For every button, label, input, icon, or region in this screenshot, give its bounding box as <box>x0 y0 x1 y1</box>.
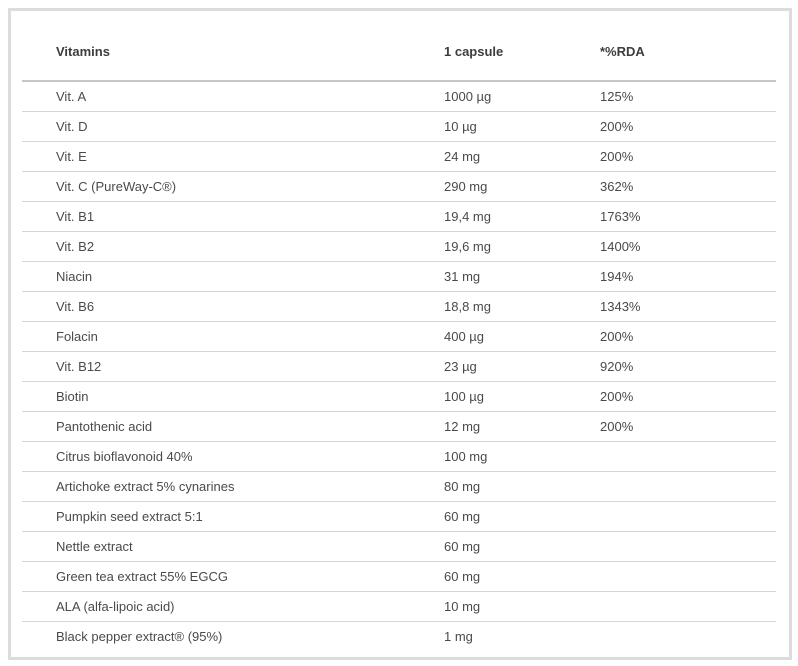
cell-amount: 31 mg <box>444 261 600 292</box>
cell-amount: 1 mg <box>444 629 473 644</box>
cell-amount: 100 µg <box>444 381 600 412</box>
table-row: Niacin 31 mg 194% <box>22 261 776 292</box>
cell-nutrient: Citrus bioflavonoid 40% <box>22 441 444 472</box>
cell-nutrient: Vit. B1 <box>22 201 444 232</box>
cell-amount: 19,4 mg <box>444 201 600 232</box>
header-amount: 1 capsule <box>444 22 600 82</box>
cell-rda <box>600 471 776 502</box>
table-row: Vit. B1 19,4 mg 1763% <box>22 201 776 232</box>
cell-rda: 200% <box>600 141 776 172</box>
cell-nutrient: Biotin <box>22 381 444 412</box>
table-row: Vit. C (PureWay-C®) 290 mg 362% <box>22 171 776 202</box>
table-row: Pumpkin seed extract 5:1 60 mg <box>22 501 776 532</box>
cell-amount: 1000 µg <box>444 81 600 112</box>
cell-rda: 200% <box>600 111 776 142</box>
table-body: Vit. A 1000 µg 125% Vit. D 10 µg 200% Vit. E 24… <box>22 81 776 651</box>
cell-amount: 23 µg <box>444 351 600 382</box>
table-row: Artichoke extract 5% cynarines 80 mg <box>22 471 776 502</box>
cell-rda <box>600 622 776 652</box>
cell-nutrient: ALA (alfa-lipoic acid) <box>22 591 444 622</box>
cell-rda: 1763% <box>600 201 776 232</box>
cell-rda: 194% <box>600 261 776 292</box>
table-header: Vitamins 1 capsule *%RDA <box>22 22 776 82</box>
table-row: Vit. B6 18,8 mg 1343% <box>22 291 776 322</box>
header-rda: *%RDA <box>600 22 776 82</box>
cell-amount: 80 mg <box>444 471 600 502</box>
table-row: Green tea extract 55% EGCG 60 mg <box>22 561 776 592</box>
table-row: ALA (alfa-lipoic acid) 10 mg <box>22 591 776 622</box>
table-row: Vit. A 1000 µg 125% <box>22 81 776 112</box>
cell-nutrient: Niacin <box>22 261 444 292</box>
table-row: Vit. B12 23 µg 920% <box>22 351 776 382</box>
cell-nutrient: Vit. A <box>22 81 444 112</box>
cell-rda: 200% <box>600 321 776 352</box>
cell-nutrient: Pantothenic acid <box>22 411 444 442</box>
cell-rda <box>600 501 776 532</box>
cell-nutrient: Vit. B12 <box>22 351 444 382</box>
table-row: Folacin 400 µg 200% <box>22 321 776 352</box>
table-row: Black pepper extract® (95%) 1 mg <box>22 622 776 652</box>
header-vitamins: Vitamins <box>22 22 444 82</box>
table-row: Pantothenic acid 12 mg 200% <box>22 411 776 442</box>
cell-nutrient: Nettle extract <box>22 531 444 562</box>
nutrition-table: Vitamins 1 capsule *%RDA Vit. A 1000 µg 12… <box>22 22 776 651</box>
cell-nutrient: Vit. D <box>22 111 444 142</box>
cell-nutrient: Black pepper extract® (95%) <box>56 629 223 644</box>
cell-nutrient: Vit. B6 <box>22 291 444 322</box>
cell-nutrient: Vit. E <box>22 141 444 172</box>
cell-nutrient: Pumpkin seed extract 5:1 <box>22 501 444 532</box>
cell-rda: 362% <box>600 171 776 202</box>
table-frame: Vitamins 1 capsule *%RDA Vit. A 1000 µg 12… <box>8 8 792 660</box>
cell-rda <box>600 561 776 592</box>
cell-amount: 400 µg <box>444 321 600 352</box>
table-row: Vit. E 24 mg 200% <box>22 141 776 172</box>
cell-amount: 60 mg <box>444 501 600 532</box>
cell-nutrient: Vit. B2 <box>22 231 444 262</box>
cell-rda <box>600 591 776 622</box>
cell-rda: 200% <box>600 411 776 442</box>
cell-rda <box>600 441 776 472</box>
cell-amount: 24 mg <box>444 141 600 172</box>
cell-amount: 290 mg <box>444 171 600 202</box>
cell-nutrient: Artichoke extract 5% cynarines <box>22 471 444 502</box>
cell-amount: 60 mg <box>444 561 600 592</box>
table-row: Citrus bioflavonoid 40% 100 mg <box>22 441 776 472</box>
table-row: Vit. B2 19,6 mg 1400% <box>22 231 776 262</box>
cell-rda: 125% <box>600 81 776 112</box>
cell-amount: 60 mg <box>444 531 600 562</box>
header-row: Vitamins 1 capsule *%RDA <box>22 22 776 82</box>
cell-nutrient: Green tea extract 55% EGCG <box>22 561 444 592</box>
cell-amount: 12 mg <box>444 411 600 442</box>
cell-rda: 1343% <box>600 291 776 322</box>
table-row: Biotin 100 µg 200% <box>22 381 776 412</box>
table-row: Nettle extract 60 mg <box>22 531 776 562</box>
cell-amount: 10 mg <box>444 591 600 622</box>
cell-rda: 920% <box>600 351 776 382</box>
cell-nutrient: Vit. C (PureWay-C®) <box>22 171 444 202</box>
cell-amount: 10 µg <box>444 111 600 142</box>
cell-rda: 1400% <box>600 231 776 262</box>
cell-amount: 19,6 mg <box>444 231 600 262</box>
table-row: Vit. D 10 µg 200% <box>22 111 776 142</box>
cell-amount: 18,8 mg <box>444 291 600 322</box>
cell-rda: 200% <box>600 381 776 412</box>
cell-nutrient: Folacin <box>22 321 444 352</box>
cell-rda <box>600 531 776 562</box>
cell-amount: 100 mg <box>444 441 600 472</box>
